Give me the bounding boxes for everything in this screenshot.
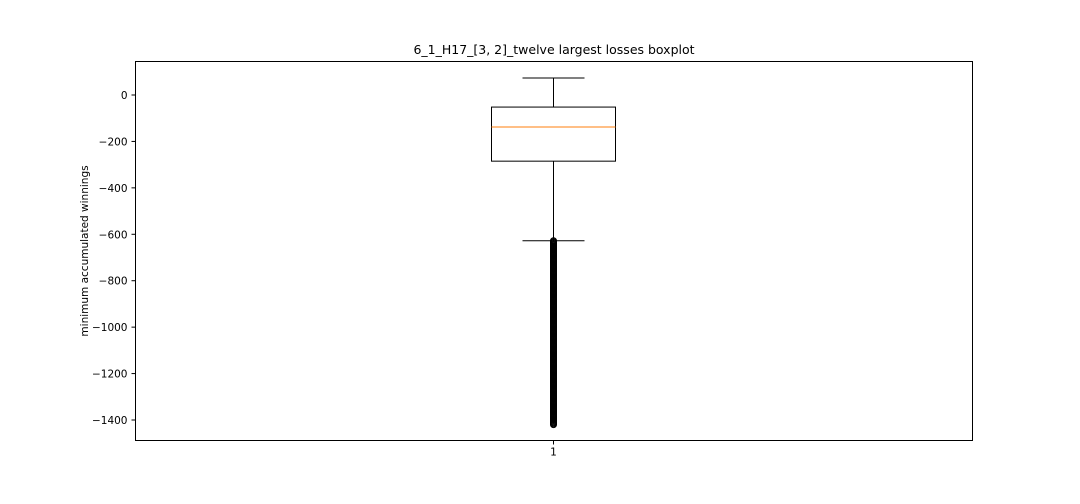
y-tick-label: −600 bbox=[99, 229, 128, 241]
x-tick-label: 1 bbox=[550, 447, 557, 459]
y-tick-label: −1400 bbox=[92, 415, 128, 427]
y-tick-label: −200 bbox=[99, 136, 128, 148]
y-tick-label: −800 bbox=[99, 276, 128, 288]
x-axis: 1 bbox=[550, 440, 557, 459]
y-tick-label: 0 bbox=[121, 90, 128, 102]
y-axis: 0 −200 −400 −600 −800 −1000 −1200 −1400 bbox=[92, 90, 136, 427]
y-tick-label: −1000 bbox=[92, 322, 128, 334]
outlier-point bbox=[550, 421, 557, 429]
y-tick-label: −1200 bbox=[92, 369, 128, 381]
y-axis-label: minimum accumulated winnings bbox=[79, 165, 91, 336]
y-tick-label: −400 bbox=[99, 183, 128, 195]
chart-title: 6_1_H17_[3, 2]_twelve largest losses box… bbox=[413, 42, 694, 57]
box-group bbox=[491, 77, 616, 429]
iqr-box bbox=[491, 106, 616, 162]
